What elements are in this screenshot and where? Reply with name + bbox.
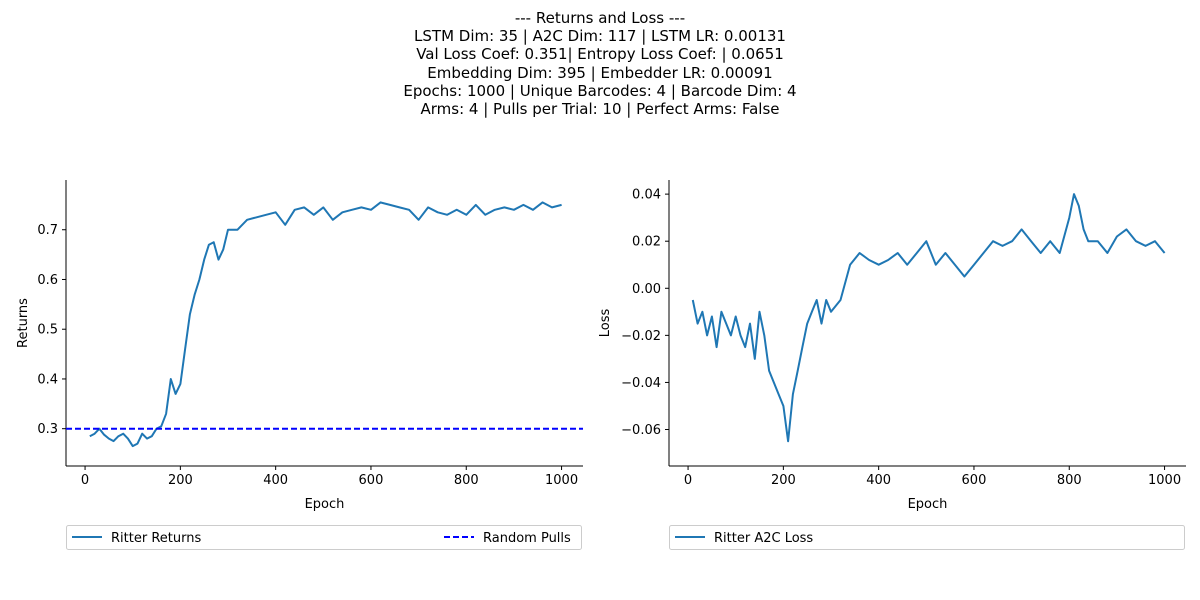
loss-legend-frame: [669, 525, 1185, 550]
returns-y-tick-label: 0.3: [37, 422, 58, 437]
loss-y-tick-label: 0.02: [632, 235, 661, 250]
title-line: Embedding Dim: 395 | Embedder LR: 0.0009…: [427, 63, 773, 82]
loss-x-tick-label: 1000: [1148, 473, 1181, 488]
loss-x-tick-label: 400: [866, 473, 891, 488]
figure-title: --- Returns and Loss --- LSTM Dim: 35 | …: [0, 9, 1200, 118]
returns-x-tick-label: 600: [359, 473, 384, 488]
loss-y-tick-label: 0.04: [632, 188, 661, 203]
returns-y-tick-label: 0.4: [37, 372, 58, 387]
returns-y-tick-label: 0.5: [37, 323, 58, 338]
loss-y-tick-label: −0.06: [621, 423, 661, 438]
loss-x-ticks: 0 200 400 600 800 1000: [684, 466, 1181, 488]
loss-series: [691, 193, 1166, 443]
loss-legend: Ritter A2C Loss: [669, 525, 1185, 550]
loss-legend-label: Ritter A2C Loss: [714, 531, 813, 546]
title-line: Val Loss Coef: 0.351| Entropy Loss Coef:…: [416, 45, 784, 64]
loss-y-ticks: −0.06 −0.04 −0.02 0.00 0.02 0.04: [621, 188, 669, 438]
returns-legend-frame: [66, 525, 582, 550]
returns-series-line: [89, 201, 562, 448]
returns-legend: Ritter Returns Random Pulls: [66, 525, 582, 550]
returns-x-tick-label: 400: [263, 473, 288, 488]
returns-plot: 0 200 400 600 800 1000 0.30.40.50.60.7 Epoch …: [16, 180, 583, 550]
loss-y-tick-label: 0.00: [632, 282, 661, 297]
title-line: Epochs: 1000 | Unique Barcodes: 4 | Barc…: [403, 81, 797, 100]
loss-y-tick-label: −0.02: [621, 329, 661, 344]
loss-x-tick-label: 600: [962, 473, 987, 488]
loss-x-axis-label: Epoch: [908, 497, 948, 512]
loss-x-tick-label: 800: [1057, 473, 1082, 488]
returns-series: [66, 201, 583, 448]
random-pulls-legend-label: Random Pulls: [483, 531, 571, 546]
title-line: LSTM Dim: 35 | A2C Dim: 117 | LSTM LR: 0…: [414, 27, 786, 46]
returns-y-tick-label: 0.7: [37, 223, 58, 238]
loss-y-axis-label: Loss: [598, 309, 613, 338]
loss-plot: 0 200 400 600 800 1000 −0.06 −0.04 −0.02 0.00 0.0…: [598, 180, 1186, 550]
loss-series-line: [691, 193, 1166, 443]
loss-x-tick-label: 200: [771, 473, 796, 488]
returns-legend-label: Ritter Returns: [111, 531, 201, 546]
returns-y-ticks: 0.3 0.4 0.5 0.6 0.7: [37, 223, 66, 437]
returns-x-tick-label: 200: [168, 473, 193, 488]
returns-x-tick-label: 1000: [545, 473, 578, 488]
returns-x-tick-label: 0: [81, 473, 89, 488]
loss-y-tick-label: −0.04: [621, 376, 661, 391]
returns-x-ticks: 0 200 400 600 800 1000: [81, 466, 578, 488]
loss-x-tick-label: 0: [684, 473, 692, 488]
returns-y-tick-label: 0.6: [37, 273, 58, 288]
returns-x-axis-label: Epoch: [305, 497, 345, 512]
title-line: --- Returns and Loss ---: [514, 9, 686, 27]
title-line: Arms: 4 | Pulls per Trial: 10 | Perfect …: [420, 100, 780, 119]
returns-y-axis-label: Returns: [16, 298, 31, 348]
returns-x-tick-label: 800: [454, 473, 479, 488]
